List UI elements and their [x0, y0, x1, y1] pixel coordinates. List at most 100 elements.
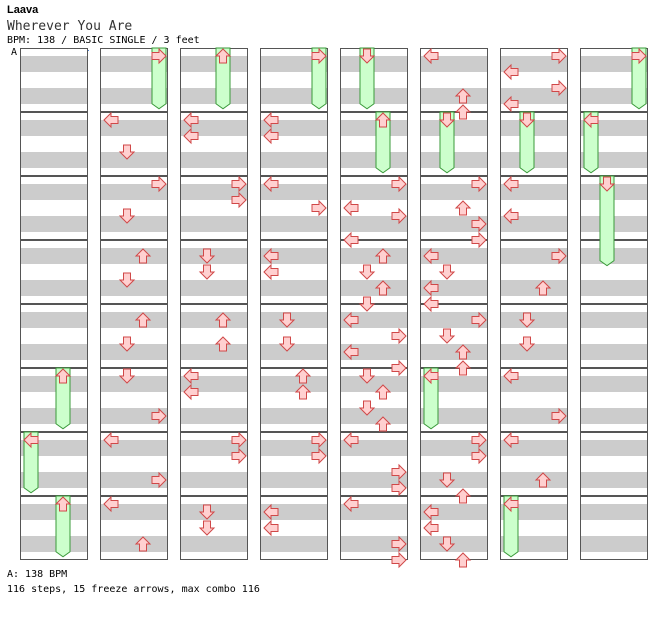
down-arrow-icon — [118, 368, 136, 384]
right-arrow-icon — [151, 407, 167, 425]
up-arrow-icon — [294, 384, 312, 400]
measure-border — [100, 112, 168, 176]
measure-border — [420, 432, 488, 496]
beat-stripe — [100, 56, 168, 72]
up-arrow-icon — [534, 472, 552, 488]
freeze-head-down-arrow-icon — [518, 112, 536, 128]
beat-stripe — [100, 312, 168, 328]
right-arrow-icon — [311, 199, 327, 217]
measure-border — [420, 304, 488, 368]
up-arrow-icon — [374, 280, 392, 296]
down-arrow-icon — [358, 296, 376, 312]
beat-stripe — [100, 472, 168, 488]
measure-border — [500, 432, 568, 496]
left-arrow-icon — [423, 503, 439, 521]
down-arrow-icon — [358, 400, 376, 416]
freeze-arrow — [519, 111, 535, 174]
beat-stripe — [580, 344, 648, 360]
right-arrow-icon — [391, 175, 407, 193]
beat-stripe — [500, 472, 568, 488]
right-arrow-icon — [231, 447, 247, 465]
measure-border — [420, 368, 488, 432]
beat-stripe — [180, 280, 248, 296]
freeze-arrow — [439, 111, 455, 174]
measure-border — [340, 368, 408, 432]
left-arrow-icon — [503, 367, 519, 385]
beat-stripe — [340, 152, 408, 168]
beat-stripe — [580, 56, 648, 72]
beat-stripe — [500, 280, 568, 296]
measure-border — [580, 368, 648, 432]
measure-border — [260, 240, 328, 304]
beat-stripe — [20, 280, 88, 296]
right-arrow-icon — [151, 471, 167, 489]
measure-border — [260, 48, 328, 112]
beat-stripe — [340, 280, 408, 296]
measure-border — [100, 240, 168, 304]
right-arrow-icon — [471, 231, 487, 249]
beat-stripe — [20, 56, 88, 72]
measure-border — [100, 368, 168, 432]
beat-stripe — [180, 216, 248, 232]
measure-border — [100, 432, 168, 496]
right-arrow-icon — [231, 175, 247, 193]
beat-stripe — [20, 504, 88, 520]
left-arrow-icon — [503, 431, 519, 449]
right-arrow-icon — [391, 535, 407, 553]
down-arrow-icon — [518, 336, 536, 352]
left-arrow-icon — [263, 503, 279, 521]
down-arrow-icon — [278, 312, 296, 328]
right-arrow-icon — [551, 47, 567, 65]
freeze-head-left-arrow-icon — [503, 495, 519, 513]
beat-stripe — [340, 184, 408, 200]
left-arrow-icon — [183, 111, 199, 129]
measure-border — [260, 112, 328, 176]
beat-stripe — [100, 536, 168, 552]
freeze-head-down-arrow-icon — [358, 48, 376, 64]
beat-stripe — [100, 280, 168, 296]
beat-stripe — [260, 376, 328, 392]
freeze-head-left-arrow-icon — [423, 367, 439, 385]
measure-border — [20, 240, 88, 304]
right-arrow-icon — [391, 359, 407, 377]
beat-stripe — [580, 408, 648, 424]
down-arrow-icon — [198, 520, 216, 536]
left-arrow-icon — [343, 495, 359, 513]
measure-border — [420, 240, 488, 304]
down-arrow-icon — [118, 144, 136, 160]
measure-border — [180, 368, 248, 432]
beat-stripe — [500, 408, 568, 424]
freeze-arrow — [599, 175, 615, 267]
left-arrow-icon — [503, 175, 519, 193]
beat-stripe — [180, 472, 248, 488]
left-arrow-icon — [503, 207, 519, 225]
beat-stripe — [260, 88, 328, 104]
right-arrow-icon — [391, 207, 407, 225]
left-arrow-icon — [423, 47, 439, 65]
measure-border — [500, 304, 568, 368]
up-arrow-icon — [374, 248, 392, 264]
measure-border — [180, 240, 248, 304]
measure-border — [420, 176, 488, 240]
beat-stripe — [260, 344, 328, 360]
freeze-arrow — [151, 47, 167, 110]
right-arrow-icon — [471, 175, 487, 193]
beat-stripe — [100, 152, 168, 168]
beat-stripe — [580, 280, 648, 296]
down-arrow-icon — [278, 336, 296, 352]
up-arrow-icon — [214, 336, 232, 352]
left-arrow-icon — [423, 247, 439, 265]
down-arrow-icon — [518, 312, 536, 328]
measure-border — [20, 176, 88, 240]
left-arrow-icon — [183, 383, 199, 401]
beat-stripe — [420, 312, 488, 328]
right-arrow-icon — [471, 215, 487, 233]
freeze-head-left-arrow-icon — [583, 111, 599, 129]
left-arrow-icon — [263, 247, 279, 265]
right-arrow-icon — [471, 447, 487, 465]
up-arrow-icon — [454, 344, 472, 360]
beat-stripe — [580, 536, 648, 552]
left-arrow-icon — [263, 175, 279, 193]
beat-stripe — [260, 216, 328, 232]
bpm-summary: A: 138 BPM — [7, 569, 68, 580]
